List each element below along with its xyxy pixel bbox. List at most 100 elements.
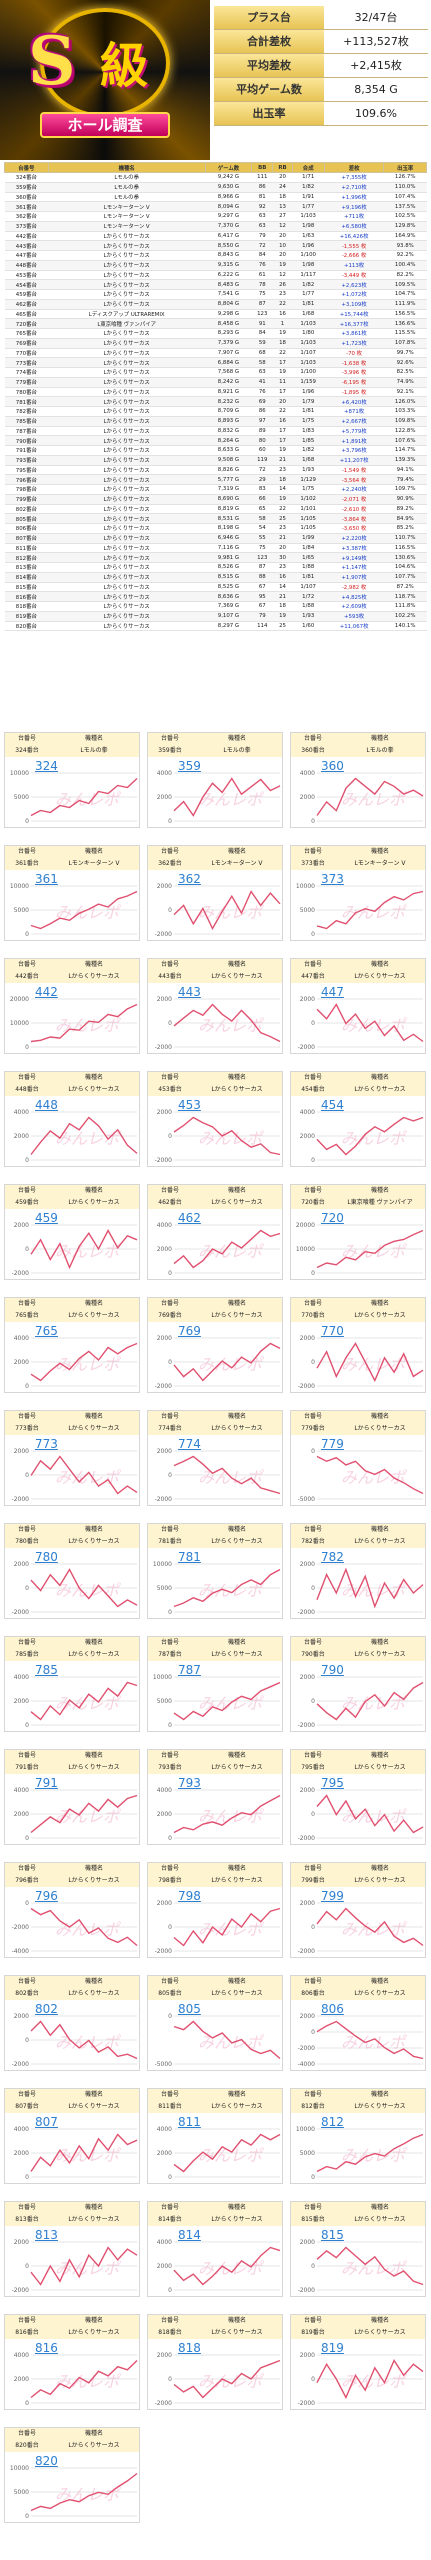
machine-card[interactable]: 台番号 373番台 機種名 Lモンキーターン V 373 10000 5000 0 みんレポ	[290, 845, 426, 941]
machine-card[interactable]: 台番号 782番台 機種名 Lからくりサーカス 782 2000 0 -2000 みんレポ	[290, 1523, 426, 1619]
machine-card[interactable]: 台番号 793番台 機種名 Lからくりサーカス 793 4000 2000 0 みんレポ	[147, 1749, 283, 1845]
machine-card[interactable]: 台番号 795番台 機種名 Lからくりサーカス 795 2000 0 -2000 みんレポ	[290, 1749, 426, 1845]
card-model-col: 機種名 Lモンキーターン V	[335, 846, 425, 870]
machine-card[interactable]: 台番号 818番台 機種名 Lからくりサーカス 818 2000 0 -2000 みんレポ	[147, 2314, 283, 2410]
card-number-link[interactable]: 454	[321, 1098, 344, 1112]
card-number-link[interactable]: 360	[321, 759, 344, 773]
card-number-link[interactable]: 802	[35, 2002, 58, 2016]
card-number-link[interactable]: 820	[35, 2454, 58, 2468]
card-number-link[interactable]: 798	[178, 1889, 201, 1903]
card-number-link[interactable]: 448	[35, 1098, 58, 1112]
card-number-link[interactable]: 791	[35, 1776, 58, 1790]
machine-card[interactable]: 台番号 813番台 機種名 Lからくりサーカス 813 2000 0 -2000 みんレポ	[4, 2201, 140, 2297]
card-number-link[interactable]: 795	[321, 1776, 344, 1790]
machine-card[interactable]: 台番号 787番台 機種名 Lからくりサーカス 787 10000 5000 0 みんレポ	[147, 1636, 283, 1732]
machine-card[interactable]: 台番号 324番台 機種名 Lモルの拳 324 10000 5000 0 みんレポ	[4, 732, 140, 828]
card-number-link[interactable]: 462	[178, 1211, 201, 1225]
table-cell: 324番台	[4, 172, 49, 183]
machine-card[interactable]: 台番号 814番台 機種名 Lからくりサーカス 814 4000 2000 0 みんレポ	[147, 2201, 283, 2297]
card-number-link[interactable]: 765	[35, 1324, 58, 1338]
card-number-link[interactable]: 773	[35, 1437, 58, 1451]
machine-card[interactable]: 台番号 806番台 機種名 Lからくりサーカス 806 2000 0 -2000 -4000 みん…	[290, 1975, 426, 2071]
machine-card[interactable]: 台番号 798番台 機種名 Lからくりサーカス 798 2000 0 -2000 みんレポ	[147, 1862, 283, 1958]
card-number-link[interactable]: 785	[35, 1663, 58, 1677]
card-number-link[interactable]: 799	[321, 1889, 344, 1903]
card-number-link[interactable]: 819	[321, 2341, 344, 2355]
y-tick-label: -2000	[298, 1044, 316, 1051]
machine-card[interactable]: 台番号 459番台 機種名 Lからくりサーカス 459 2000 0 -2000 みんレポ	[4, 1184, 140, 1280]
machine-card[interactable]: 台番号 791番台 機種名 Lからくりサーカス 791 4000 2000 0 みんレポ	[4, 1749, 140, 1845]
machine-card[interactable]: 台番号 819番台 機種名 Lからくりサーカス 819 2000 0 -2000 みんレポ	[290, 2314, 426, 2410]
card-number-link[interactable]: 720	[321, 1211, 344, 1225]
machine-card[interactable]: 台番号 453番台 機種名 Lからくりサーカス 453 2000 0 -2000 みんレポ	[147, 1071, 283, 1167]
machine-card[interactable]: 台番号 442番台 機種名 Lからくりサーカス 442 20000 10000 0 みんレポ	[4, 958, 140, 1054]
machine-card[interactable]: 台番号 785番台 機種名 Lからくりサーカス 785 4000 2000 0 みんレポ	[4, 1636, 140, 1732]
card-number-link[interactable]: 447	[321, 985, 344, 999]
machine-card[interactable]: 台番号 454番台 機種名 Lからくりサーカス 454 4000 2000 0 みんレポ	[290, 1071, 426, 1167]
card-col1-label: 台番号	[303, 1978, 322, 1985]
machine-card[interactable]: 台番号 807番台 機種名 Lからくりサーカス 807 4000 2000 0 みんレポ	[4, 2088, 140, 2184]
machine-card[interactable]: 台番号 361番台 機種名 Lモンキーターン V 361 10000 5000 0 みんレポ	[4, 845, 140, 941]
card-col2-label: 機種名	[370, 2091, 389, 2098]
machine-card[interactable]: 台番号 802番台 機種名 Lからくりサーカス 802 2000 0 -2000 みんレポ	[4, 1975, 140, 2071]
machine-card[interactable]: 台番号 796番台 機種名 Lからくりサーカス 796 0 -2000 -4000 みんレポ	[4, 1862, 140, 1958]
card-number-link[interactable]: 815	[321, 2228, 344, 2242]
card-number-link[interactable]: 359	[178, 759, 201, 773]
machine-card[interactable]: 台番号 765番台 機種名 Lからくりサーカス 765 4000 2000 0 みんレポ	[4, 1297, 140, 1393]
machine-card[interactable]: 台番号 360番台 機種名 Lモルの拳 360 4000 2000 0 みんレポ	[290, 732, 426, 828]
card-number-link[interactable]: 805	[178, 2002, 201, 2016]
machine-card[interactable]: 台番号 359番台 機種名 Lモルの拳 359 4000 2000 0 みんレポ	[147, 732, 283, 828]
card-number-link[interactable]: 780	[35, 1550, 58, 1564]
card-number-link[interactable]: 361	[35, 872, 58, 886]
machine-card[interactable]: 台番号 769番台 機種名 Lからくりサーカス 769 2000 0 -2000 みんレポ	[147, 1297, 283, 1393]
table-cell: 16	[272, 309, 293, 320]
card-number-link[interactable]: 324	[35, 759, 58, 773]
card-number-link[interactable]: 769	[178, 1324, 201, 1338]
machine-card[interactable]: 台番号 811番台 機種名 Lからくりサーカス 811 4000 2000 0 みんレポ	[147, 2088, 283, 2184]
card-number-link[interactable]: 793	[178, 1776, 201, 1790]
card-number-link[interactable]: 811	[178, 2115, 201, 2129]
card-number-link[interactable]: 796	[35, 1889, 58, 1903]
card-number-link[interactable]: 442	[35, 985, 58, 999]
machine-card[interactable]: 台番号 770番台 機種名 Lからくりサーカス 770 2000 0 -2000 みんレポ	[290, 1297, 426, 1393]
machine-card[interactable]: 台番号 780番台 機種名 Lからくりサーカス 780 2000 0 -2000 みんレポ	[4, 1523, 140, 1619]
card-number-link[interactable]: 459	[35, 1211, 58, 1225]
card-number-link[interactable]: 818	[178, 2341, 201, 2355]
card-number-link[interactable]: 779	[321, 1437, 344, 1451]
machine-card[interactable]: 台番号 781番台 機種名 Lからくりサーカス 781 10000 5000 0 みんレポ	[147, 1523, 283, 1619]
machine-card[interactable]: 台番号 720番台 機種名 L東京喰種 ヴァンパイア 720 20000 10000 0 みんレ…	[290, 1184, 426, 1280]
machine-card[interactable]: 台番号 812番台 機種名 Lからくりサーカス 812 10000 5000 0 みんレポ	[290, 2088, 426, 2184]
machine-card[interactable]: 台番号 820番台 機種名 Lからくりサーカス 820 10000 5000 0 みんレポ	[4, 2427, 140, 2523]
machine-card[interactable]: 台番号 774番台 機種名 Lからくりサーカス 774 2000 0 -2000 みんレポ	[147, 1410, 283, 1506]
machine-card[interactable]: 台番号 447番台 機種名 Lからくりサーカス 447 2000 0 -2000 みんレポ	[290, 958, 426, 1054]
card-number-link[interactable]: 782	[321, 1550, 344, 1564]
card-number-link[interactable]: 781	[178, 1550, 201, 1564]
card-number-link[interactable]: 373	[321, 872, 344, 886]
card-number-link[interactable]: 787	[178, 1663, 201, 1677]
card-number-link[interactable]: 362	[178, 872, 201, 886]
machine-card[interactable]: 台番号 448番台 機種名 Lからくりサーカス 448 4000 2000 0 みんレポ	[4, 1071, 140, 1167]
card-number-link[interactable]: 774	[178, 1437, 201, 1451]
machine-card[interactable]: 台番号 362番台 機種名 Lモンキーターン V 362 2000 0 -2000 みんレポ	[147, 845, 283, 941]
card-number-link[interactable]: 790	[321, 1663, 344, 1677]
machine-card[interactable]: 台番号 462番台 機種名 Lからくりサーカス 462 4000 2000 0 みんレポ	[147, 1184, 283, 1280]
card-number-link[interactable]: 807	[35, 2115, 58, 2129]
card-number-link[interactable]: 770	[321, 1324, 344, 1338]
machine-card[interactable]: 台番号 773番台 機種名 Lからくりサーカス 773 2000 0 -2000 みんレポ	[4, 1410, 140, 1506]
card-number-link[interactable]: 816	[35, 2341, 58, 2355]
card-number-link[interactable]: 453	[178, 1098, 201, 1112]
machine-card[interactable]: 台番号 443番台 機種名 Lからくりサーカス 443 2000 0 -2000 みんレポ	[147, 958, 283, 1054]
card-col2-label: 機種名	[227, 1074, 246, 1081]
card-number-link[interactable]: 806	[321, 2002, 344, 2016]
y-tick-label: -5000	[155, 2061, 173, 2068]
machine-card[interactable]: 台番号 816番台 機種名 Lからくりサーカス 816 4000 2000 0 みんレポ	[4, 2314, 140, 2410]
card-number-link[interactable]: 443	[178, 985, 201, 999]
machine-card[interactable]: 台番号 790番台 機種名 Lからくりサーカス 790 2000 0 -2000 みんレポ	[290, 1636, 426, 1732]
machine-card[interactable]: 台番号 779番台 機種名 Lからくりサーカス 779 0 -5000 みんレポ	[290, 1410, 426, 1506]
machine-card[interactable]: 台番号 815番台 機種名 Lからくりサーカス 815 2000 0 -2000 みんレポ	[290, 2201, 426, 2297]
machine-card[interactable]: 台番号 799番台 機種名 Lからくりサーカス 799 2000 0 -2000 みんレポ	[290, 1862, 426, 1958]
machine-card[interactable]: 台番号 805番台 機種名 Lからくりサーカス 805 0 -5000 みんレポ	[147, 1975, 283, 2071]
card-number-link[interactable]: 812	[321, 2115, 344, 2129]
card-number-link[interactable]: 814	[178, 2228, 201, 2242]
card-number-link[interactable]: 813	[35, 2228, 58, 2242]
